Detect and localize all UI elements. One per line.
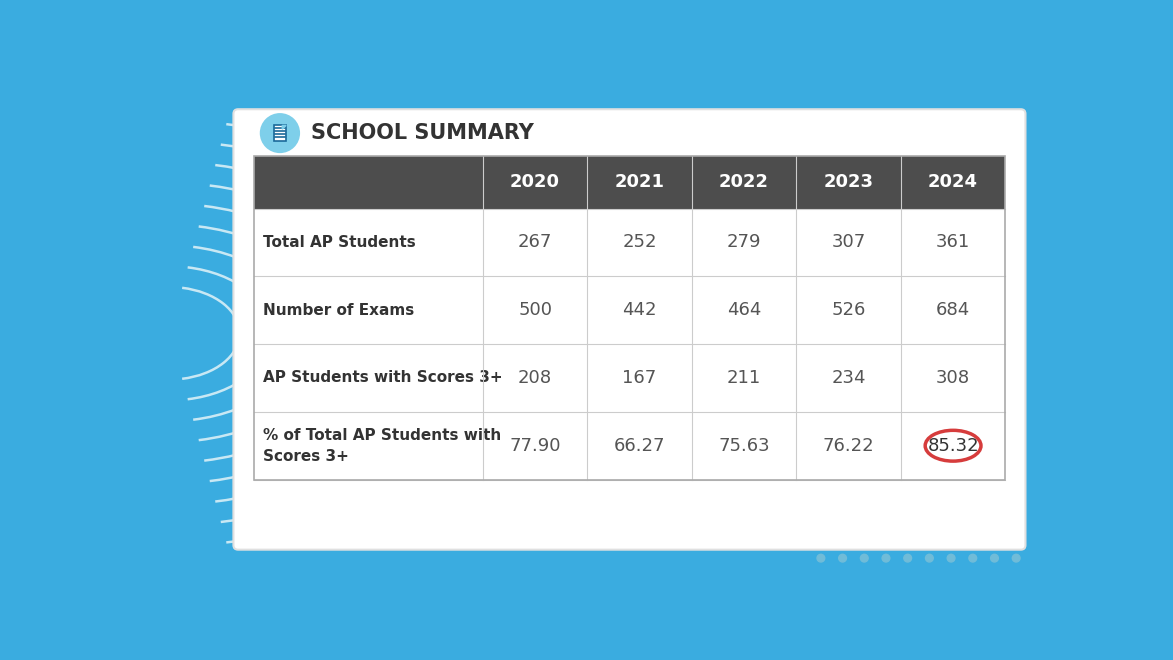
Text: 211: 211 [727, 369, 761, 387]
Text: AP Students with Scores 3+: AP Students with Scores 3+ [263, 370, 502, 385]
Text: 307: 307 [832, 234, 866, 251]
Text: 267: 267 [518, 234, 552, 251]
Text: 208: 208 [518, 369, 552, 387]
Text: 684: 684 [936, 301, 970, 319]
Circle shape [882, 554, 890, 562]
Text: 308: 308 [936, 369, 970, 387]
Text: 76.22: 76.22 [822, 437, 874, 455]
Circle shape [861, 554, 868, 562]
Bar [253, 344, 1005, 412]
Bar [253, 277, 1005, 344]
Circle shape [991, 537, 998, 545]
Text: 77.90: 77.90 [509, 437, 561, 455]
Text: 2022: 2022 [719, 174, 769, 191]
Text: 500: 500 [518, 301, 552, 319]
Text: 442: 442 [623, 301, 657, 319]
Text: 167: 167 [623, 369, 657, 387]
Circle shape [982, 509, 989, 517]
Bar [253, 209, 1005, 277]
Text: 85.32: 85.32 [928, 437, 979, 455]
Text: 252: 252 [623, 234, 657, 251]
Circle shape [904, 554, 911, 562]
Circle shape [964, 526, 972, 533]
Text: Total AP Students: Total AP Students [263, 235, 415, 250]
Circle shape [818, 537, 825, 545]
Circle shape [925, 554, 934, 562]
Text: 2024: 2024 [928, 174, 978, 191]
FancyBboxPatch shape [273, 125, 286, 141]
Ellipse shape [259, 113, 300, 153]
Circle shape [969, 554, 977, 562]
Text: 279: 279 [727, 234, 761, 251]
Text: 2021: 2021 [615, 174, 665, 191]
Circle shape [839, 554, 847, 562]
Circle shape [1012, 537, 1021, 545]
Circle shape [969, 537, 977, 545]
Text: 75.63: 75.63 [718, 437, 769, 455]
FancyBboxPatch shape [233, 109, 1025, 550]
Circle shape [982, 526, 989, 533]
Circle shape [1012, 554, 1021, 562]
Circle shape [839, 537, 847, 545]
Text: 234: 234 [832, 369, 866, 387]
Bar [253, 156, 1005, 480]
Text: % of Total AP Students with
Scores 3+: % of Total AP Students with Scores 3+ [263, 428, 501, 464]
Circle shape [948, 537, 955, 545]
Bar [253, 156, 1005, 209]
Text: 66.27: 66.27 [613, 437, 665, 455]
Text: Number of Exams: Number of Exams [263, 303, 414, 317]
Text: 2020: 2020 [510, 174, 560, 191]
Circle shape [882, 537, 890, 545]
Circle shape [861, 537, 868, 545]
Text: 361: 361 [936, 234, 970, 251]
Circle shape [818, 554, 825, 562]
Circle shape [904, 537, 911, 545]
Text: 2023: 2023 [823, 174, 874, 191]
Circle shape [991, 554, 998, 562]
Circle shape [948, 554, 955, 562]
Text: 464: 464 [727, 301, 761, 319]
Text: 526: 526 [832, 301, 866, 319]
Bar [253, 412, 1005, 480]
Text: SCHOOL SUMMARY: SCHOOL SUMMARY [311, 123, 534, 143]
Circle shape [925, 537, 934, 545]
Circle shape [964, 509, 972, 517]
Polygon shape [283, 125, 286, 129]
